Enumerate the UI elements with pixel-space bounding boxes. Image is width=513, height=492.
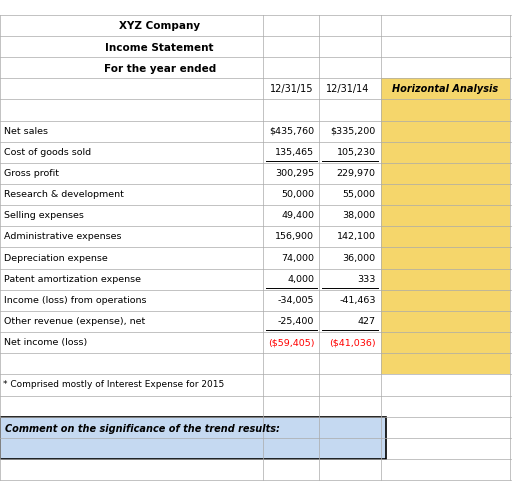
Text: Cost of goods sold: Cost of goods sold [4, 148, 91, 157]
Text: 12/31/14: 12/31/14 [326, 84, 369, 94]
Text: Patent amortization expense: Patent amortization expense [4, 275, 141, 284]
Text: Other revenue (expense), net: Other revenue (expense), net [4, 317, 145, 326]
Text: 427: 427 [358, 317, 376, 326]
Text: * Comprised mostly of Interest Expense for 2015: * Comprised mostly of Interest Expense f… [3, 380, 224, 390]
Text: 4,000: 4,000 [287, 275, 314, 284]
Text: Selling expenses: Selling expenses [4, 211, 84, 220]
Text: 74,000: 74,000 [281, 253, 314, 263]
Text: Income (loss) from operations: Income (loss) from operations [4, 296, 147, 305]
Text: 229,970: 229,970 [337, 169, 376, 178]
Text: Horizontal Analysis: Horizontal Analysis [392, 84, 499, 94]
FancyBboxPatch shape [0, 417, 386, 459]
Text: 300,295: 300,295 [275, 169, 314, 178]
Text: 333: 333 [357, 275, 376, 284]
Text: 142,100: 142,100 [337, 232, 376, 242]
Text: -41,463: -41,463 [339, 296, 376, 305]
Text: Gross profit: Gross profit [4, 169, 59, 178]
Text: -25,400: -25,400 [278, 317, 314, 326]
Text: 49,400: 49,400 [281, 211, 314, 220]
Text: ($41,036): ($41,036) [329, 338, 376, 347]
Text: $435,760: $435,760 [269, 126, 314, 136]
Text: 36,000: 36,000 [343, 253, 376, 263]
Text: $335,200: $335,200 [330, 126, 376, 136]
Text: ($59,405): ($59,405) [268, 338, 314, 347]
Text: 12/31/15: 12/31/15 [269, 84, 313, 94]
Text: -34,005: -34,005 [278, 296, 314, 305]
Text: Net sales: Net sales [4, 126, 48, 136]
FancyBboxPatch shape [381, 78, 510, 99]
Text: Depreciation expense: Depreciation expense [4, 253, 108, 263]
Text: 55,000: 55,000 [343, 190, 376, 199]
Text: Income Statement: Income Statement [106, 42, 214, 53]
Text: 135,465: 135,465 [275, 148, 314, 157]
Text: Net income (loss): Net income (loss) [4, 338, 87, 347]
FancyBboxPatch shape [381, 99, 510, 374]
Text: Administrative expenses: Administrative expenses [4, 232, 122, 242]
Text: 105,230: 105,230 [337, 148, 376, 157]
Text: Comment on the significance of the trend results:: Comment on the significance of the trend… [5, 424, 280, 434]
Text: 50,000: 50,000 [281, 190, 314, 199]
Text: XYZ Company: XYZ Company [119, 21, 200, 31]
Text: For the year ended: For the year ended [104, 63, 216, 74]
Text: 38,000: 38,000 [343, 211, 376, 220]
Text: 156,900: 156,900 [275, 232, 314, 242]
Text: Research & development: Research & development [4, 190, 124, 199]
